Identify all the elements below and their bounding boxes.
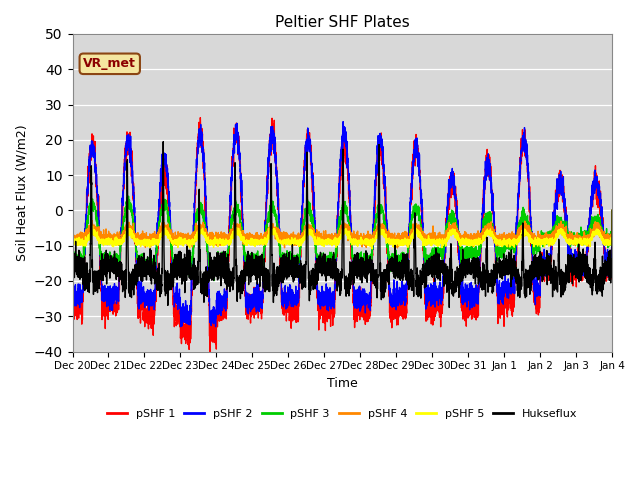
pSHF 2 — [68, 294, 76, 300]
pSHF 1 — [494, 321, 502, 326]
Hukseflux — [433, 264, 441, 270]
pSHF 3 — [608, 240, 616, 246]
pSHF 3 — [166, 228, 173, 234]
pSHF 1 — [433, 298, 441, 303]
pSHF 3 — [494, 247, 502, 253]
pSHF 3 — [323, 259, 330, 265]
pSHF 5 — [494, 240, 502, 246]
X-axis label: Time: Time — [327, 377, 358, 390]
pSHF 2 — [608, 266, 616, 272]
Legend: pSHF 1, pSHF 2, pSHF 3, pSHF 4, pSHF 5, Hukseflux: pSHF 1, pSHF 2, pSHF 3, pSHF 4, pSHF 5, … — [102, 405, 582, 423]
pSHF 2 — [166, 204, 173, 209]
pSHF 3 — [210, 278, 218, 284]
pSHF 2 — [339, 119, 347, 124]
Hukseflux — [463, 256, 471, 262]
pSHF 1 — [206, 351, 214, 357]
pSHF 1 — [166, 222, 173, 228]
pSHF 3 — [608, 207, 616, 213]
Text: VR_met: VR_met — [83, 57, 136, 70]
pSHF 1 — [68, 299, 76, 305]
Hukseflux — [159, 139, 167, 144]
pSHF 4 — [394, 245, 401, 251]
pSHF 4 — [433, 236, 441, 242]
Hukseflux — [608, 207, 616, 213]
pSHF 5 — [607, 239, 615, 244]
Line: pSHF 1: pSHF 1 — [72, 118, 612, 354]
pSHF 5 — [166, 231, 173, 237]
pSHF 4 — [68, 233, 76, 239]
pSHF 4 — [322, 232, 330, 238]
pSHF 2 — [608, 207, 616, 213]
pSHF 1 — [463, 307, 471, 313]
Title: Peltier SHF Plates: Peltier SHF Plates — [275, 15, 410, 30]
pSHF 3 — [68, 255, 76, 261]
pSHF 5 — [433, 239, 441, 245]
pSHF 2 — [212, 324, 220, 330]
Line: pSHF 4: pSHF 4 — [72, 210, 612, 248]
pSHF 2 — [463, 294, 471, 300]
pSHF 4 — [607, 235, 615, 240]
Line: Hukseflux: Hukseflux — [72, 142, 612, 308]
pSHF 4 — [463, 233, 471, 239]
pSHF 3 — [463, 244, 471, 250]
pSHF 3 — [433, 254, 441, 260]
pSHF 3 — [125, 193, 132, 199]
Y-axis label: Soil Heat Flux (W/m2): Soil Heat Flux (W/m2) — [15, 124, 28, 261]
pSHF 1 — [323, 313, 330, 319]
Hukseflux — [445, 305, 453, 311]
Hukseflux — [323, 262, 330, 267]
pSHF 1 — [196, 115, 204, 120]
pSHF 1 — [608, 257, 616, 263]
pSHF 5 — [463, 239, 471, 245]
Hukseflux — [166, 286, 173, 291]
pSHF 4 — [608, 207, 616, 213]
pSHF 2 — [323, 300, 330, 305]
pSHF 5 — [368, 246, 376, 252]
pSHF 5 — [322, 239, 330, 244]
pSHF 4 — [166, 233, 173, 239]
pSHF 5 — [68, 238, 76, 244]
Hukseflux — [68, 254, 76, 260]
Hukseflux — [608, 264, 616, 269]
Line: pSHF 2: pSHF 2 — [72, 121, 612, 327]
Hukseflux — [494, 265, 502, 271]
pSHF 4 — [494, 237, 502, 243]
pSHF 1 — [608, 207, 616, 213]
pSHF 5 — [608, 207, 616, 213]
pSHF 2 — [494, 284, 502, 289]
Line: pSHF 3: pSHF 3 — [72, 196, 612, 281]
Line: pSHF 5: pSHF 5 — [72, 210, 612, 249]
pSHF 2 — [433, 288, 441, 294]
